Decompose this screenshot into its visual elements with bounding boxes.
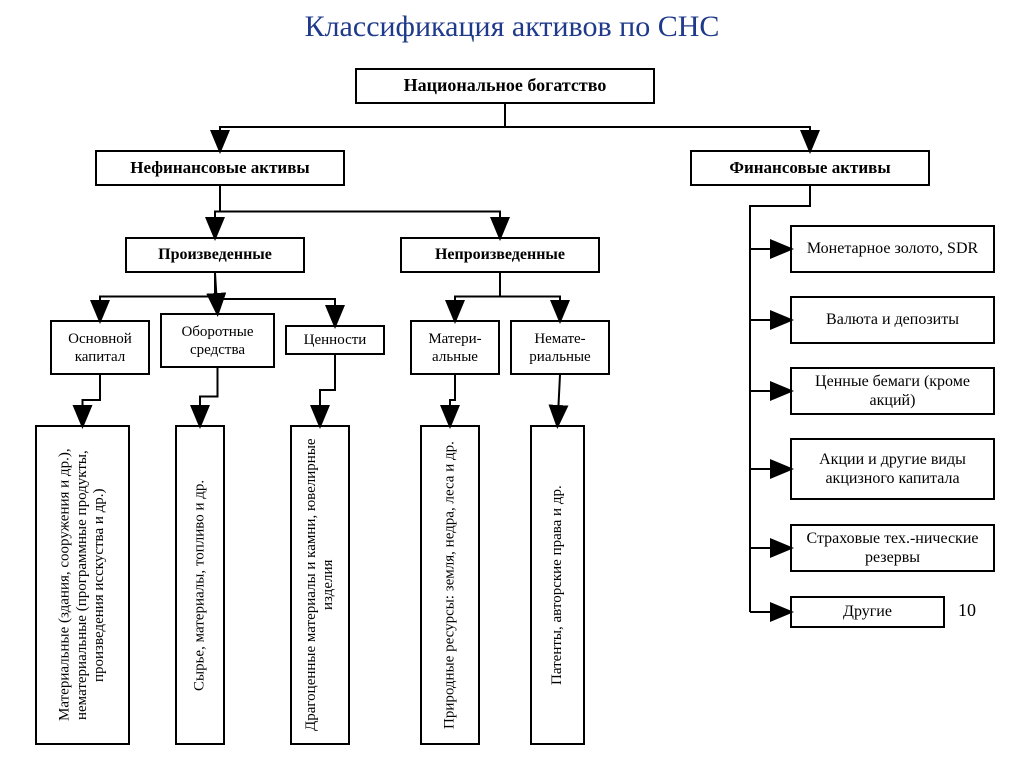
page-title: Классификация активов по СНС <box>0 10 1024 44</box>
leaf-patents: Патенты, авторские права и др. <box>530 425 585 745</box>
node-nonfinancial: Нефинансовые активы <box>95 150 345 186</box>
fin-securities: Ценные бемаги (кроме акций) <box>790 367 995 415</box>
fin-shares: Акции и другие виды акцизного капитала <box>790 438 995 500</box>
leaf-natural-resources: Природные ресурсы: земля, недра, леса и … <box>420 425 480 745</box>
node-fixed-capital: Основной капитал <box>50 320 150 375</box>
fin-other: Другие <box>790 596 945 628</box>
node-values: Ценности <box>285 325 385 355</box>
leaf-raw-materials: Сырье, материалы, топливо и др. <box>175 425 225 745</box>
node-material: Матери-альные <box>410 320 500 375</box>
node-root: Национальное богатство <box>355 68 655 104</box>
node-nonmaterial: Немате-риальные <box>510 320 610 375</box>
node-nonproduced: Непроизведенные <box>400 237 600 273</box>
page-number: 10 <box>958 600 976 621</box>
leaf-material-examples: Материальные (здания, сооружения и др.),… <box>35 425 130 745</box>
fin-currency-deposits: Валюта и депозиты <box>790 296 995 344</box>
fin-insurance-reserves: Страховые тех.-нические резервы <box>790 524 995 572</box>
fin-monetary-gold: Монетарное золото, SDR <box>790 225 995 273</box>
node-working-capital: Оборотные средства <box>160 313 275 368</box>
leaf-precious: Драгоценные материалы и камни, ювелирные… <box>290 425 350 745</box>
node-financial: Финансовые активы <box>690 150 930 186</box>
node-produced: Произведенные <box>125 237 305 273</box>
